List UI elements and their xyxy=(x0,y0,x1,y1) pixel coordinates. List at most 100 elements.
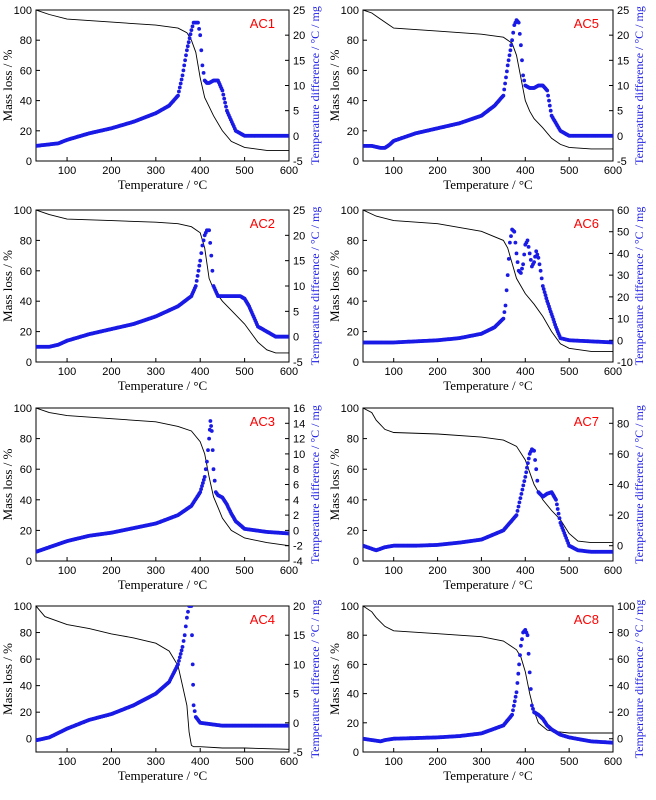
temperature-difference-point xyxy=(526,461,530,465)
y-tick-label: 80 xyxy=(20,35,32,47)
temperature-difference-point xyxy=(516,504,521,509)
y-tick-label: 100 xyxy=(341,5,359,17)
temperature-difference-point xyxy=(538,268,543,273)
temperature-difference-point xyxy=(611,549,613,554)
temperature-difference-point xyxy=(548,108,553,113)
temperature-difference-point xyxy=(193,284,198,288)
chart-panel-ac8: 100 200 300 400 500 600 0 20 40 60 80 100 0 20 40 60 80 1… xyxy=(327,600,646,783)
x-tick-label: 600 xyxy=(604,756,622,768)
temperature-difference-point xyxy=(517,662,521,667)
temperature-difference-point xyxy=(187,36,192,41)
x-tick-label: 500 xyxy=(235,756,253,768)
y-tick-label: 100 xyxy=(341,403,359,415)
temperature-difference-point xyxy=(209,429,214,433)
temperature-difference-point xyxy=(179,648,184,653)
y2-tick-label: 0 xyxy=(293,718,299,730)
temperature-difference-point xyxy=(177,655,182,660)
y-tick-label: 20 xyxy=(347,525,359,537)
y-tick-label: 100 xyxy=(14,601,32,613)
x-axis-title: Temperature / °C xyxy=(118,378,207,393)
y2-tick-label: 0 xyxy=(617,541,623,553)
y2-tick-label: 100 xyxy=(617,601,635,613)
y-tick-label: 0 xyxy=(353,156,359,168)
x-tick-label: 600 xyxy=(604,366,622,378)
x-tick-label: 200 xyxy=(428,165,446,177)
temperature-difference-point xyxy=(506,58,511,63)
y-tick-label: 0 xyxy=(26,734,32,746)
y2-tick-label: 15 xyxy=(293,55,305,67)
chart-panel-ac7: 100 200 300 400 500 600020406080100020406080T… xyxy=(327,403,646,592)
temperature-difference-point xyxy=(611,340,613,345)
y-tick-label: 80 xyxy=(20,434,32,446)
y2-tick-label: 0 xyxy=(617,734,623,746)
temperature-difference-point xyxy=(535,478,540,483)
x-tick-label: 400 xyxy=(516,165,534,177)
temperature-difference-point xyxy=(176,662,180,667)
temperature-difference-point xyxy=(524,470,529,475)
y-tick-label: 20 xyxy=(20,327,32,339)
temperature-difference-point xyxy=(201,238,206,243)
y-axis-title: Mass loss / % xyxy=(0,250,15,322)
temperature-difference-point xyxy=(194,279,199,283)
temperature-difference-point xyxy=(196,268,201,273)
temperature-difference-point xyxy=(515,681,520,685)
temperature-difference-point xyxy=(512,229,517,234)
temperature-difference-point xyxy=(191,682,196,687)
temperature-difference-point xyxy=(533,458,537,462)
temperature-difference-point xyxy=(536,255,541,260)
y-tick-label: 0 xyxy=(353,357,359,369)
temperature-difference-point xyxy=(210,448,215,452)
temperature-difference-point xyxy=(534,249,539,254)
y-tick-label: 40 xyxy=(347,495,359,507)
temperature-difference-point xyxy=(526,651,531,656)
y-tick-label: 80 xyxy=(347,434,359,446)
x-axis-title: Temperature / °C xyxy=(118,577,207,592)
temperature-difference-point xyxy=(185,48,189,53)
y-tick-label: 20 xyxy=(347,718,359,730)
y2-axis-title: Temperature difference / °C / mg xyxy=(308,207,322,366)
panel-label: AC3 xyxy=(250,414,275,429)
y2-tick-label: 0 xyxy=(293,525,299,537)
temperature-difference-point xyxy=(207,436,212,441)
y2-tick-label: 10 xyxy=(293,449,305,461)
x-tick-label: 400 xyxy=(516,565,534,577)
y2-tick-label: 40 xyxy=(617,248,629,260)
y-tick-label: 40 xyxy=(20,96,32,108)
temperature-difference-point xyxy=(186,40,191,45)
temperature-difference-point xyxy=(541,287,546,291)
temperature-difference-point xyxy=(527,670,532,675)
y2-tick-label: 20 xyxy=(293,230,305,242)
x-tick-label: 100 xyxy=(385,565,403,577)
temperature-difference-point xyxy=(525,238,530,243)
y2-tick-label: 25 xyxy=(293,205,305,217)
temperature-difference-point xyxy=(182,63,187,68)
temperature-difference-point xyxy=(224,104,228,109)
y-tick-label: 20 xyxy=(20,525,32,537)
temperature-difference-point xyxy=(539,276,544,281)
temperature-difference-point xyxy=(195,274,200,278)
y-tick-label: 60 xyxy=(347,659,359,671)
temperature-difference-point xyxy=(180,73,185,78)
temperature-difference-point xyxy=(199,48,204,53)
y2-tick-label: 0 xyxy=(293,131,299,143)
temperature-difference-point xyxy=(516,20,521,25)
y-tick-label: 60 xyxy=(347,266,359,278)
y2-tick-label: 25 xyxy=(293,5,305,17)
temperature-difference-point xyxy=(196,20,200,25)
y2-tick-label: 10 xyxy=(617,81,629,93)
temperature-difference-point xyxy=(200,63,205,68)
x-tick-label: 300 xyxy=(472,366,490,378)
x-axis-title: Temperature / °C xyxy=(443,378,532,393)
temperature-difference-point xyxy=(522,78,527,83)
mass-loss-line xyxy=(363,210,613,352)
temperature-difference-point xyxy=(189,28,194,32)
y2-tick-label: 5 xyxy=(617,106,623,118)
temperature-difference-point xyxy=(519,492,524,496)
temperature-difference-point xyxy=(503,303,508,308)
y-tick-label: 40 xyxy=(347,296,359,308)
temperature-difference-point xyxy=(180,645,185,649)
y-tick-label: 80 xyxy=(20,235,32,247)
temperature-difference-point xyxy=(544,296,549,301)
temperature-difference-point xyxy=(201,481,205,485)
panel-label: AC5 xyxy=(574,16,599,31)
